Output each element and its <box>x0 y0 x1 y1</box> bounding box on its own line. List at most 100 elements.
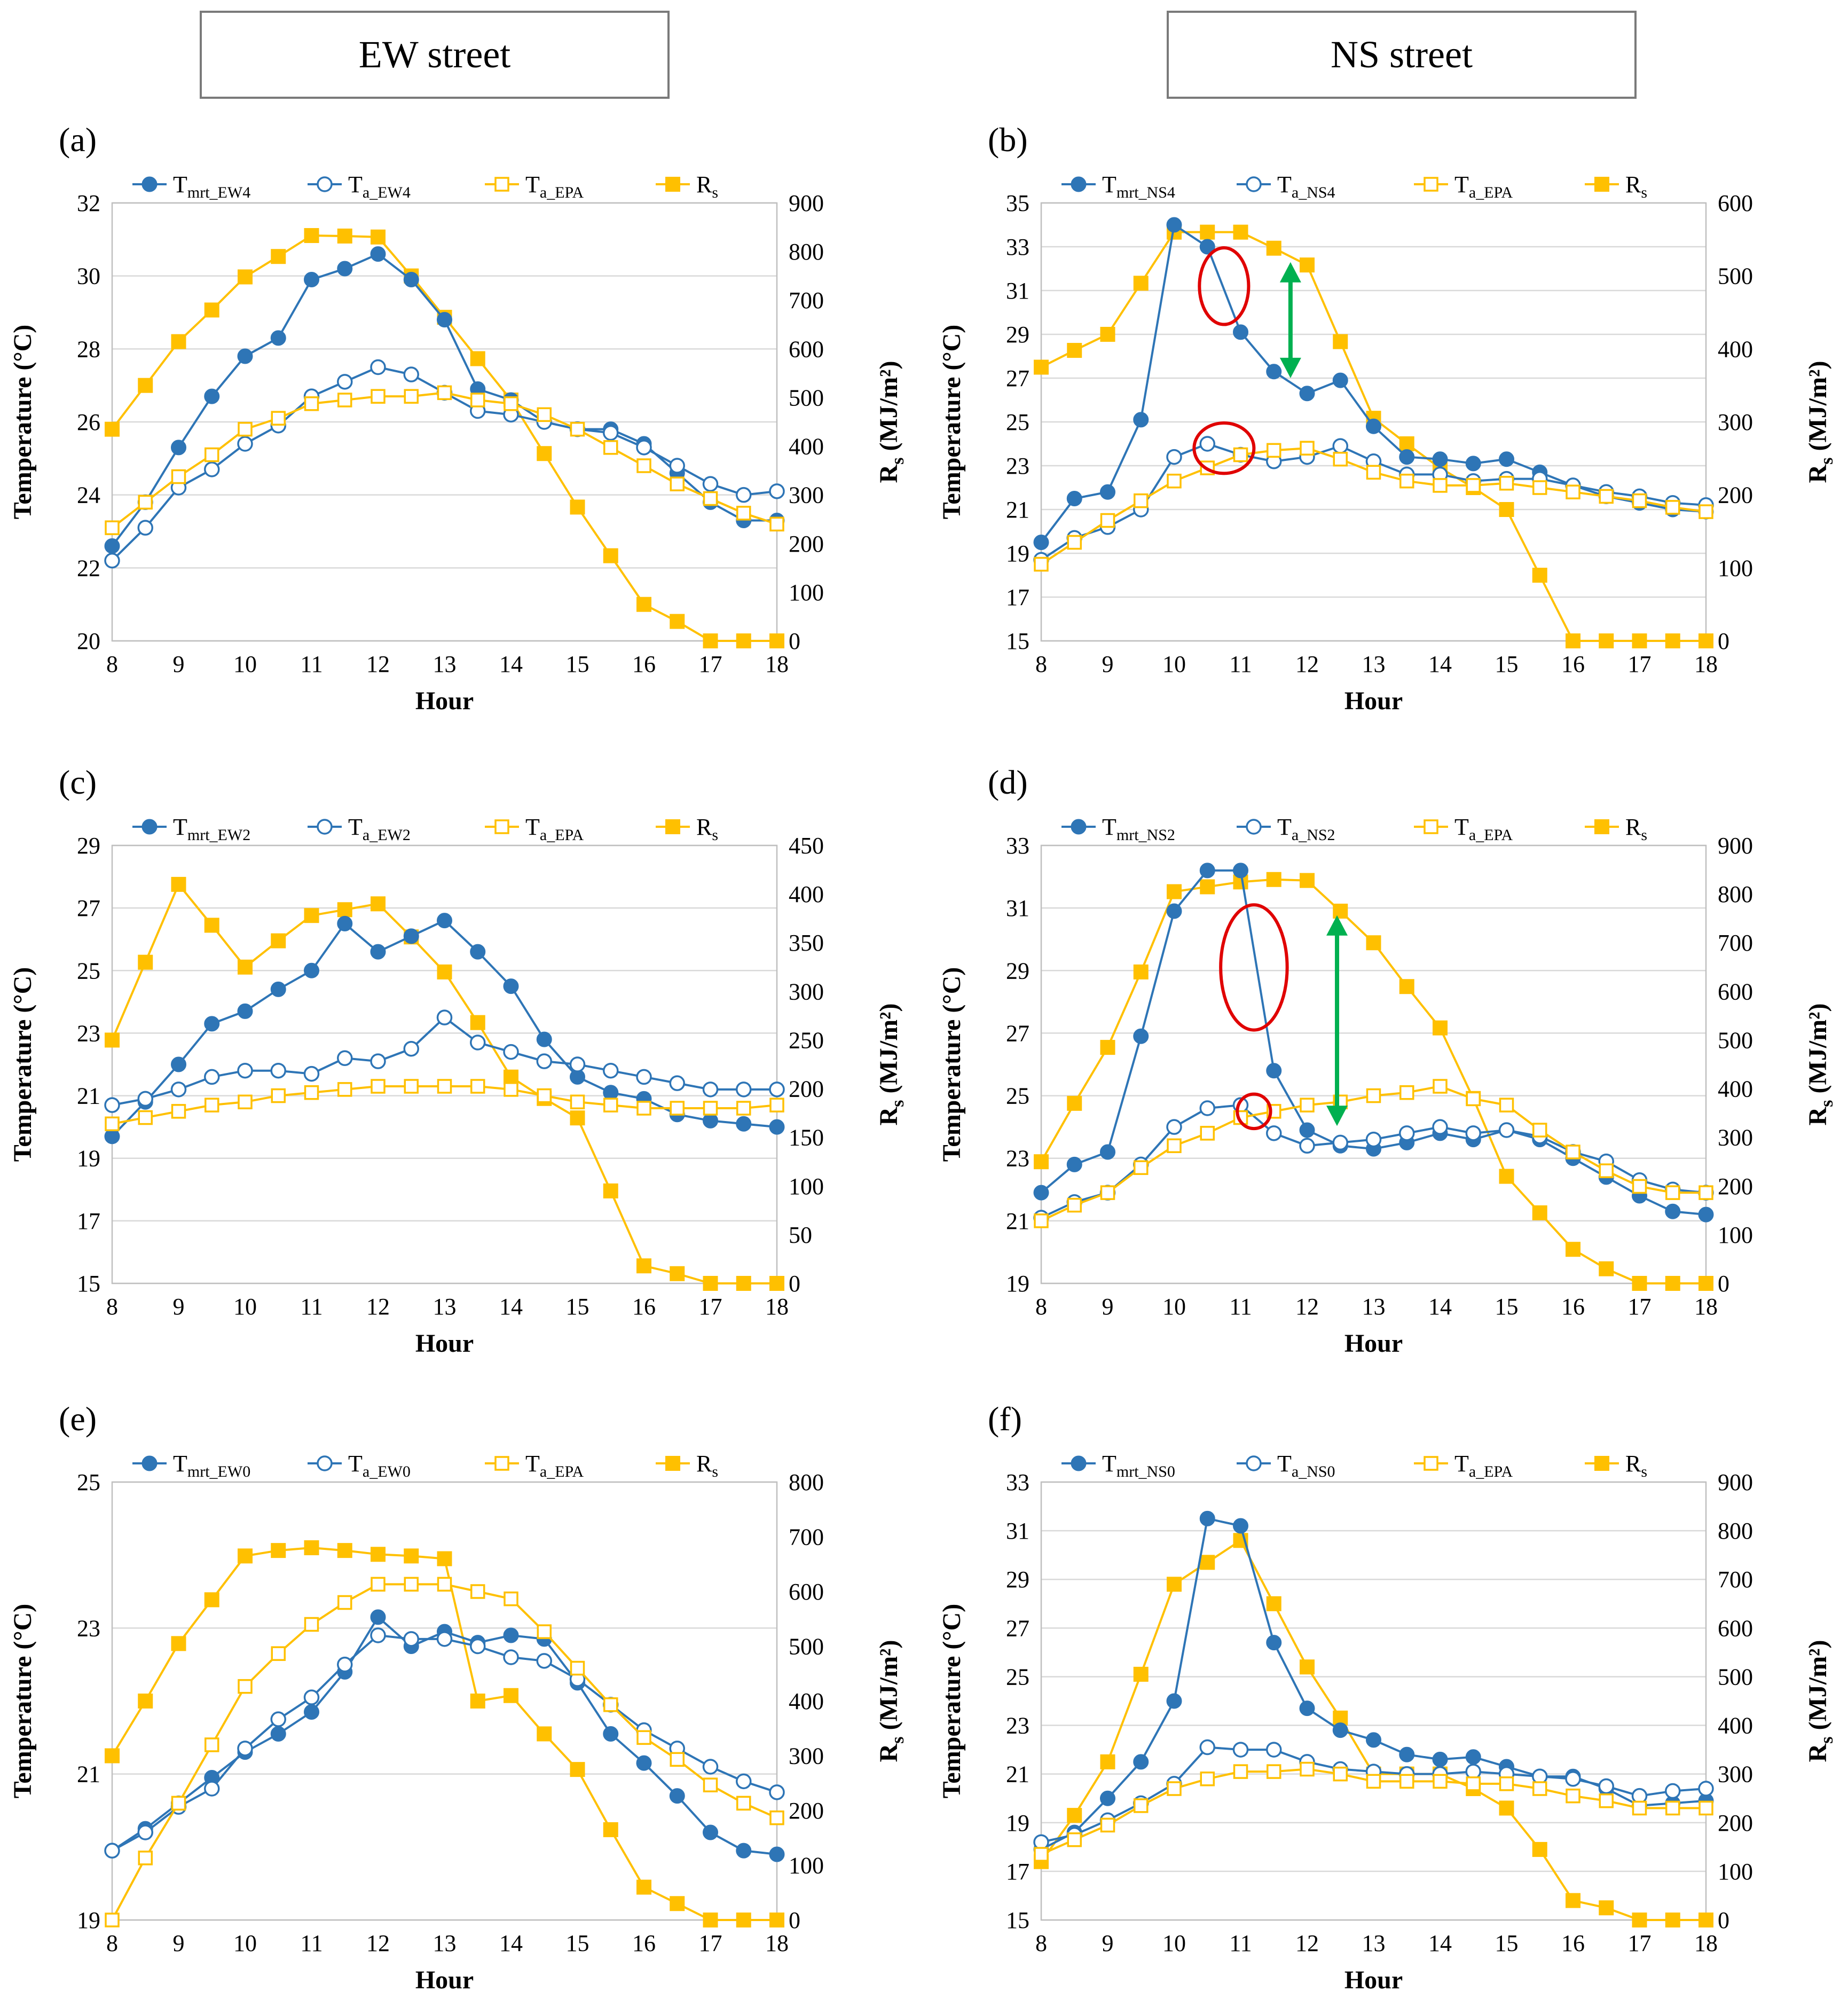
data-point <box>105 1032 120 1048</box>
data-point <box>570 1660 585 1676</box>
header-ns-label: NS street <box>1331 33 1473 76</box>
data-point <box>371 389 386 404</box>
x-tick-label: 14 <box>499 1930 523 1956</box>
legend-entry: Ta_EPA <box>1454 1451 1513 1480</box>
data-point <box>403 272 419 287</box>
legend-main: T <box>1454 1451 1469 1477</box>
data-point <box>370 246 386 262</box>
data-point <box>270 330 286 346</box>
legend-main: T <box>1102 1451 1116 1477</box>
legend-sub: s <box>712 826 718 844</box>
y-axis-title: Temperature (°C) <box>9 1604 37 1798</box>
data-point <box>304 1704 319 1720</box>
y2-axis-title-unit: (MJ/m²) <box>875 361 903 458</box>
x-axis-title: Hour <box>415 1329 474 1358</box>
data-point <box>1066 491 1082 506</box>
data-point <box>1499 476 1514 491</box>
x-tick-label: 12 <box>366 1930 390 1956</box>
series-line <box>111 234 777 642</box>
y-tick-label: 31 <box>1006 895 1029 921</box>
data-point <box>1200 224 1215 240</box>
data-point <box>702 1082 719 1098</box>
data-point <box>569 1056 586 1072</box>
y-tick-label: 33 <box>1006 1469 1029 1495</box>
y2-axis-title: Rs (MJ/m²) <box>1804 361 1837 483</box>
y-tick-label: 33 <box>1006 833 1029 859</box>
data-point <box>1665 1185 1680 1200</box>
data-point <box>603 1183 618 1198</box>
x-tick-label: 17 <box>1628 1294 1652 1320</box>
series-a-EPA <box>1034 1079 1713 1228</box>
legend-marker <box>494 1456 509 1471</box>
data-point <box>404 1548 419 1564</box>
data-point <box>1100 513 1115 528</box>
data-point <box>1167 473 1182 489</box>
data-point <box>1399 1085 1414 1100</box>
x-tick-label: 13 <box>1362 651 1386 677</box>
data-point <box>337 915 353 931</box>
legend-entry: Tmrt_NS0 <box>1102 1451 1175 1480</box>
y2-axis-title-unit: (MJ/m²) <box>875 1640 903 1737</box>
legend-entry: Ta_EW4 <box>348 171 411 201</box>
data-point <box>1067 1832 1082 1847</box>
data-point <box>1133 276 1149 291</box>
data-point <box>470 1638 486 1655</box>
data-point <box>537 1726 552 1742</box>
data-point <box>436 1631 453 1647</box>
x-tick-label: 9 <box>173 1294 185 1320</box>
data-point <box>1698 1913 1713 1927</box>
data-point <box>1566 633 1580 648</box>
annotation-ellipse <box>1192 421 1256 475</box>
series-a-EW2 <box>104 1009 785 1113</box>
data-point <box>769 1119 785 1135</box>
data-point <box>238 421 253 437</box>
legend-main: T <box>525 1451 540 1477</box>
data-point <box>237 1062 253 1079</box>
data-point <box>303 1689 320 1705</box>
data-point <box>537 407 552 422</box>
y2-axis-title: Rs (MJ/m²) <box>875 1004 908 1126</box>
x-tick-label: 11 <box>300 1930 323 1956</box>
data-point <box>437 1577 452 1592</box>
legend-entry: Ta_NS4 <box>1277 171 1335 201</box>
data-point <box>1698 1276 1713 1291</box>
data-point <box>270 1726 286 1742</box>
legend-entry: Rs <box>696 171 718 201</box>
data-point <box>1299 1700 1315 1717</box>
data-point <box>1665 633 1680 648</box>
y2-tick-label: 800 <box>789 1469 824 1495</box>
chart-panel-f: (f) 15 17 19 21 23 25 27 29 31 33 0 100 200 300 400 500 6… <box>938 1400 1837 1994</box>
series-mrt-EW0 <box>104 1609 785 1862</box>
y-tick-label: 25 <box>77 1469 100 1495</box>
data-point <box>1034 359 1049 375</box>
y-tick-label: 26 <box>77 409 100 435</box>
data-point <box>1300 873 1315 888</box>
legend-sub: a_EW2 <box>363 826 411 844</box>
x-tick-label: 12 <box>1295 1294 1319 1320</box>
data-point <box>138 954 153 970</box>
y2-tick-label: 200 <box>789 531 824 557</box>
data-point <box>1034 1847 1049 1862</box>
data-point <box>636 1101 651 1116</box>
data-point <box>636 1258 651 1274</box>
data-point <box>1465 1749 1481 1765</box>
data-point <box>1433 1079 1448 1094</box>
data-point <box>1599 1793 1614 1808</box>
legend-marker <box>317 1455 333 1471</box>
legend-main: R <box>1625 814 1641 840</box>
data-point <box>371 896 386 912</box>
data-point <box>1233 447 1248 463</box>
data-point <box>104 1097 120 1113</box>
legend-main: R <box>696 814 712 840</box>
data-point <box>1300 441 1315 456</box>
data-point <box>1399 449 1415 465</box>
data-point <box>603 1062 619 1079</box>
y2-tick-label: 400 <box>789 434 824 460</box>
y-tick-label: 15 <box>1006 1907 1029 1933</box>
data-point <box>137 520 153 536</box>
data-point <box>1499 502 1514 517</box>
data-point <box>1067 1095 1082 1111</box>
data-point <box>1698 504 1713 519</box>
data-point <box>1167 1781 1182 1796</box>
data-point <box>204 918 219 933</box>
